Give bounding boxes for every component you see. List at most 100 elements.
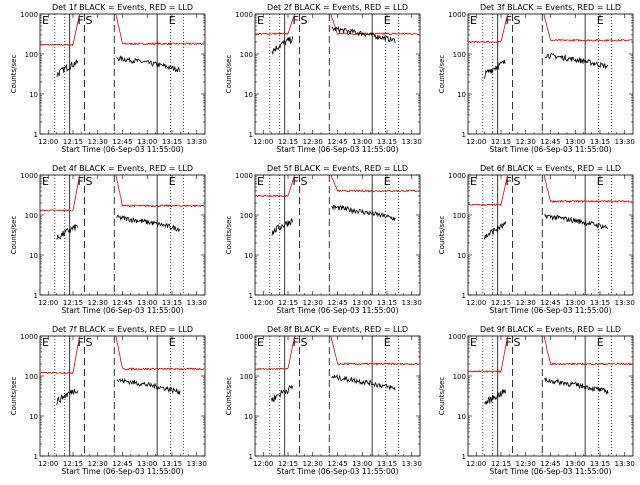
y-tick-label: 1	[249, 131, 253, 139]
series-events-post	[116, 55, 181, 73]
y-tick-label: 1	[249, 453, 253, 461]
series-lld-pre	[468, 174, 509, 207]
x-tick-label: 12:15	[491, 138, 511, 146]
event-label: E	[597, 175, 604, 188]
event-label: S	[301, 175, 308, 188]
series-events-post	[544, 52, 609, 70]
event-label: S	[514, 175, 521, 188]
x-tick-label: 12:30	[88, 299, 108, 307]
y-tick-label: 1000	[448, 172, 466, 180]
panel-title: Det 5f BLACK = Events, RED = LLD	[267, 164, 408, 173]
y-axis-label: Counts/sec	[438, 377, 446, 416]
event-label: E	[470, 14, 477, 27]
event-label: E	[257, 175, 264, 188]
y-tick-label: 100	[25, 373, 38, 381]
series-lld-post	[543, 335, 633, 366]
y-axis-label: Counts/sec	[438, 55, 446, 94]
series-lld-post	[330, 13, 420, 36]
x-tick-label: 13:15	[590, 299, 610, 307]
panel-title: Det 1f BLACK = Events, RED = LLD	[52, 3, 193, 12]
x-tick-label: 12:15	[491, 299, 511, 307]
panel-det-4: Det 4f BLACK = Events, RED = LLD 1 10 100 10…	[10, 164, 207, 315]
x-tick-label: 13:15	[377, 460, 397, 468]
x-tick-label: 13:30	[615, 138, 635, 146]
y-axis-label: Counts/sec	[438, 216, 446, 255]
panel-det-9: Det 9f BLACK = Events, RED = LLD 1 10 100 10…	[438, 325, 635, 476]
x-axis-label: Start Time (06-Sep-03 11:55:00)	[490, 306, 612, 315]
x-tick-label: 12:00	[253, 299, 273, 307]
x-tick-label: 13:30	[402, 299, 422, 307]
panel-title: Det 3f BLACK = Events, RED = LLD	[480, 3, 621, 12]
event-label: F	[506, 175, 512, 188]
series-events-pre	[484, 59, 506, 79]
event-label: E	[470, 175, 477, 188]
event-label: F	[293, 175, 299, 188]
x-tick-label: 13:00	[137, 138, 157, 146]
event-label: E	[42, 336, 49, 349]
x-tick-label: 12:15	[63, 460, 83, 468]
event-label: E	[597, 336, 604, 349]
x-tick-label: 13:00	[565, 299, 585, 307]
series-events-pre	[271, 384, 294, 402]
y-tick-label: 100	[240, 212, 253, 220]
event-label: F	[78, 14, 84, 27]
x-tick-label: 12:15	[491, 460, 511, 468]
event-label: F	[506, 336, 512, 349]
x-axis-label: Start Time (06-Sep-03 11:55:00)	[62, 145, 184, 154]
x-tick-label: 12:30	[516, 138, 536, 146]
x-tick-label: 13:30	[402, 138, 422, 146]
y-tick-label: 1000	[20, 11, 38, 19]
event-label: S	[86, 14, 93, 27]
series-events-post	[544, 213, 609, 230]
x-tick-label: 13:15	[162, 138, 182, 146]
y-tick-label: 10	[244, 413, 253, 421]
y-tick-label: 100	[453, 373, 466, 381]
x-tick-label: 13:00	[352, 138, 372, 146]
event-label: S	[301, 14, 308, 27]
y-tick-label: 1000	[448, 333, 466, 341]
y-tick-label: 10	[244, 252, 253, 260]
series-lld-pre	[255, 174, 296, 198]
event-label: F	[293, 14, 299, 27]
x-tick-label: 12:00	[38, 460, 58, 468]
series-lld-post	[330, 174, 420, 193]
x-tick-label: 12:45	[112, 138, 132, 146]
event-label: E	[169, 336, 176, 349]
x-tick-label: 13:00	[352, 299, 372, 307]
y-tick-label: 1000	[235, 172, 253, 180]
x-tick-label: 12:30	[516, 460, 536, 468]
panel-title: Det 6f BLACK = Events, RED = LLD	[480, 164, 621, 173]
x-tick-label: 12:15	[63, 299, 83, 307]
y-axis-label: Counts/sec	[10, 377, 18, 416]
x-axis-label: Start Time (06-Sep-03 11:55:00)	[490, 145, 612, 154]
panel-title: Det 2f BLACK = Events, RED = LLD	[267, 3, 408, 12]
x-axis-label: Start Time (06-Sep-03 11:55:00)	[277, 145, 399, 154]
y-axis-label: Counts/sec	[10, 216, 18, 255]
series-lld-post	[543, 13, 633, 43]
x-tick-label: 12:00	[466, 138, 486, 146]
series-lld-pre	[255, 13, 296, 36]
x-tick-label: 12:45	[327, 299, 347, 307]
y-tick-label: 1000	[235, 333, 253, 341]
series-events-pre	[56, 388, 79, 405]
x-tick-label: 12:30	[303, 299, 323, 307]
y-axis-label: Counts/sec	[225, 216, 233, 255]
y-tick-label: 1000	[235, 11, 253, 19]
series-events-pre	[56, 59, 78, 77]
series-events-post	[331, 204, 396, 221]
series-events-pre	[56, 223, 78, 240]
x-tick-label: 12:30	[88, 138, 108, 146]
y-tick-label: 1	[249, 292, 253, 300]
x-axis-label: Start Time (06-Sep-03 11:55:00)	[490, 467, 612, 476]
y-tick-label: 10	[457, 91, 466, 99]
x-tick-label: 12:30	[303, 460, 323, 468]
panel-det-8: Det 8f BLACK = Events, RED = LLD 1 10 100 10…	[225, 325, 422, 476]
series-events-post	[116, 214, 181, 232]
y-tick-label: 1000	[20, 172, 38, 180]
y-tick-label: 1	[462, 292, 466, 300]
x-tick-label: 12:15	[278, 460, 298, 468]
event-label: E	[384, 336, 391, 349]
x-tick-label: 13:15	[162, 299, 182, 307]
x-tick-label: 12:30	[88, 460, 108, 468]
event-label: F	[78, 336, 84, 349]
